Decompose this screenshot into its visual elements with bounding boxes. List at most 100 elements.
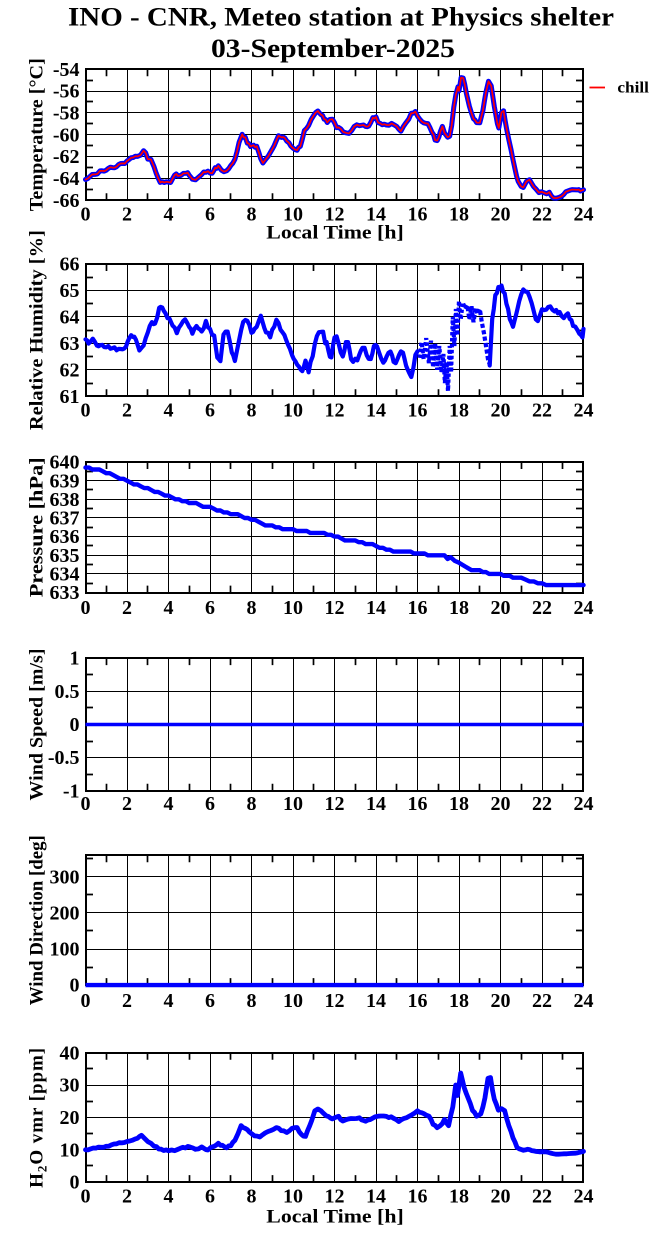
svg-text:Temperature [°C]: Temperature [°C] (27, 58, 48, 211)
svg-text:Local Time [h]: Local Time [h] (266, 223, 404, 244)
svg-text:12: 12 (325, 990, 345, 1012)
svg-text:12: 12 (325, 1186, 345, 1208)
svg-text:2: 2 (122, 990, 132, 1012)
svg-text:633: 633 (50, 582, 80, 604)
svg-text:62: 62 (60, 359, 80, 381)
svg-text:-66: -66 (53, 190, 80, 212)
svg-text:22: 22 (532, 204, 552, 226)
svg-text:20: 20 (491, 1186, 511, 1208)
svg-text:6: 6 (205, 597, 215, 619)
svg-text:4: 4 (164, 1186, 174, 1208)
svg-text:22: 22 (532, 597, 552, 619)
svg-text:Pressure [hPa]: Pressure [hPa] (27, 457, 48, 597)
svg-text:63: 63 (60, 333, 80, 355)
svg-text:300: 300 (50, 867, 80, 889)
svg-text:18: 18 (449, 399, 469, 421)
svg-text:0: 0 (81, 399, 91, 421)
svg-text:634: 634 (50, 564, 80, 586)
svg-text:22: 22 (532, 399, 552, 421)
svg-text:640: 640 (50, 452, 80, 474)
svg-text:24: 24 (574, 597, 594, 619)
svg-text:8: 8 (247, 793, 257, 815)
svg-text:10: 10 (283, 204, 303, 226)
svg-text:Wind Direction [deg]: Wind Direction [deg] (27, 835, 48, 1005)
svg-text:10: 10 (283, 399, 303, 421)
svg-text:18: 18 (449, 1186, 469, 1208)
svg-text:8: 8 (247, 399, 257, 421)
svg-text:20: 20 (491, 204, 511, 226)
svg-text:0: 0 (81, 1186, 91, 1208)
svg-text:16: 16 (408, 990, 428, 1012)
svg-text:14: 14 (366, 399, 386, 421)
svg-text:14: 14 (366, 597, 386, 619)
svg-text:4: 4 (164, 597, 174, 619)
svg-text:16: 16 (408, 793, 428, 815)
svg-text:16: 16 (408, 399, 428, 421)
svg-text:4: 4 (164, 793, 174, 815)
svg-text:2: 2 (122, 597, 132, 619)
svg-text:639: 639 (50, 470, 80, 492)
svg-text:INO - CNR, Meteo station at Ph: INO - CNR, Meteo station at Physics shel… (68, 3, 614, 32)
svg-text:30: 30 (60, 1075, 80, 1097)
svg-text:24: 24 (574, 204, 594, 226)
svg-text:24: 24 (574, 793, 594, 815)
svg-text:14: 14 (366, 1186, 386, 1208)
svg-text:14: 14 (366, 204, 386, 226)
svg-text:-1: -1 (63, 780, 80, 802)
svg-text:0: 0 (70, 975, 80, 997)
svg-text:-60: -60 (53, 124, 80, 146)
svg-text:65: 65 (60, 280, 80, 302)
svg-text:24: 24 (574, 1186, 594, 1208)
svg-text:-64: -64 (53, 168, 80, 190)
svg-text:2: 2 (122, 204, 132, 226)
svg-text:10: 10 (283, 990, 303, 1012)
svg-text:2: 2 (122, 399, 132, 421)
svg-text:6: 6 (205, 204, 215, 226)
svg-text:-58: -58 (53, 103, 80, 125)
svg-text:638: 638 (50, 489, 80, 511)
svg-text:20: 20 (491, 597, 511, 619)
svg-text:0: 0 (81, 204, 91, 226)
svg-text:18: 18 (449, 990, 469, 1012)
svg-text:6: 6 (205, 1186, 215, 1208)
svg-text:64: 64 (60, 307, 80, 329)
svg-text:66: 66 (60, 254, 80, 276)
svg-text:Local Time [h]: Local Time [h] (266, 1207, 404, 1228)
svg-text:637: 637 (50, 508, 80, 530)
svg-text:22: 22 (532, 990, 552, 1012)
svg-text:24: 24 (574, 399, 594, 421)
svg-text:0: 0 (70, 1172, 80, 1194)
svg-text:10: 10 (283, 1186, 303, 1208)
svg-text:0: 0 (81, 597, 91, 619)
svg-text:12: 12 (325, 597, 345, 619)
svg-text:10: 10 (283, 793, 303, 815)
svg-text:-62: -62 (53, 146, 80, 168)
svg-text:4: 4 (164, 204, 174, 226)
svg-text:6: 6 (205, 990, 215, 1012)
svg-text:6: 6 (205, 399, 215, 421)
svg-text:0.5: 0.5 (55, 681, 80, 703)
svg-text:10: 10 (60, 1139, 80, 1161)
svg-text:10: 10 (283, 597, 303, 619)
svg-text:16: 16 (408, 204, 428, 226)
svg-text:-54: -54 (53, 59, 80, 81)
svg-text:22: 22 (532, 793, 552, 815)
svg-text:20: 20 (60, 1107, 80, 1129)
svg-text:8: 8 (247, 990, 257, 1012)
svg-text:4: 4 (164, 399, 174, 421)
svg-text:14: 14 (366, 990, 386, 1012)
svg-text:20: 20 (491, 399, 511, 421)
svg-text:0: 0 (70, 714, 80, 736)
svg-text:chill: chill (617, 80, 649, 97)
svg-text:H2O vmr [ppm]: H2O vmr [ppm] (27, 1047, 50, 1188)
svg-text:12: 12 (325, 204, 345, 226)
svg-text:20: 20 (491, 793, 511, 815)
svg-text:0: 0 (81, 990, 91, 1012)
svg-text:8: 8 (247, 597, 257, 619)
svg-text:200: 200 (50, 903, 80, 925)
svg-text:1: 1 (70, 648, 80, 670)
svg-text:100: 100 (50, 939, 80, 961)
svg-text:636: 636 (50, 526, 80, 548)
svg-text:18: 18 (449, 793, 469, 815)
svg-text:12: 12 (325, 793, 345, 815)
